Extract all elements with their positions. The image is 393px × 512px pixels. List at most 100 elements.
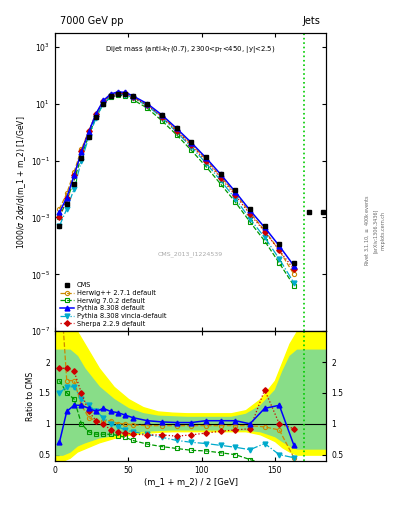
CMS xyxy=(94,114,98,120)
Herwig++ 2.7.1 default xyxy=(145,102,150,108)
Herwig 7.0.2 default xyxy=(108,94,113,100)
Line: CMS: CMS xyxy=(57,92,326,266)
Pythia 8.308 default xyxy=(160,112,164,118)
Pythia 8.308 default xyxy=(64,195,69,201)
CMS xyxy=(218,170,223,177)
Herwig++ 2.7.1 default xyxy=(79,146,84,153)
Sherpa 2.2.9 default xyxy=(57,215,62,221)
Herwig++ 2.7.1 default xyxy=(108,92,113,98)
Herwig 7.0.2 default xyxy=(57,215,62,221)
Herwig++ 2.7.1 default xyxy=(277,247,282,253)
Pythia 8.308 vincia-default xyxy=(57,223,62,229)
CMS xyxy=(262,223,267,229)
Herwig++ 2.7.1 default xyxy=(64,190,69,197)
Herwig++ 2.7.1 default xyxy=(57,206,62,212)
Pythia 8.308 vincia-default xyxy=(86,135,91,141)
Herwig 7.0.2 default xyxy=(123,93,128,99)
Pythia 8.308 vincia-default xyxy=(101,101,106,107)
Pythia 8.308 vincia-default xyxy=(218,178,223,184)
Herwig 7.0.2 default xyxy=(262,238,267,244)
Line: Sherpa 2.2.9 default: Sherpa 2.2.9 default xyxy=(57,91,296,271)
Herwig++ 2.7.1 default xyxy=(189,141,194,147)
Sherpa 2.2.9 default xyxy=(248,211,252,217)
Pythia 8.308 default xyxy=(101,97,106,103)
Line: Pythia 8.308 default: Pythia 8.308 default xyxy=(57,90,296,268)
CMS xyxy=(108,93,113,99)
Herwig 7.0.2 default xyxy=(233,199,238,205)
Pythia 8.308 default xyxy=(123,89,128,95)
Text: [arXiv:1306.3436]: [arXiv:1306.3436] xyxy=(373,208,378,252)
Pythia 8.308 default xyxy=(86,129,91,135)
Text: 7000 GeV pp: 7000 GeV pp xyxy=(61,16,124,26)
Sherpa 2.2.9 default xyxy=(123,91,128,97)
Herwig 7.0.2 default xyxy=(160,118,164,124)
Pythia 8.308 vincia-default xyxy=(94,115,98,121)
Herwig 7.0.2 default xyxy=(101,101,106,107)
Pythia 8.308 default xyxy=(57,209,62,216)
Sherpa 2.2.9 default xyxy=(262,228,267,234)
Legend: CMS, Herwig++ 2.7.1 default, Herwig 7.0.2 default, Pythia 8.308 default, Pythia : CMS, Herwig++ 2.7.1 default, Herwig 7.0.… xyxy=(58,281,168,328)
Pythia 8.308 vincia-default xyxy=(292,280,296,286)
Herwig 7.0.2 default xyxy=(64,197,69,203)
Sherpa 2.2.9 default xyxy=(72,173,76,179)
Pythia 8.308 vincia-default xyxy=(130,95,135,101)
Pythia 8.308 vincia-default xyxy=(204,160,208,166)
CMS xyxy=(204,154,208,160)
Line: Herwig 7.0.2 default: Herwig 7.0.2 default xyxy=(57,93,296,288)
Herwig++ 2.7.1 default xyxy=(174,127,179,133)
CMS xyxy=(79,155,84,161)
Pythia 8.308 default xyxy=(130,93,135,99)
Pythia 8.308 default xyxy=(116,89,120,95)
Sherpa 2.2.9 default xyxy=(64,195,69,201)
Pythia 8.308 vincia-default xyxy=(248,216,252,222)
CMS xyxy=(306,209,311,216)
CMS xyxy=(64,201,69,207)
Herwig++ 2.7.1 default xyxy=(218,173,223,179)
Herwig++ 2.7.1 default xyxy=(130,94,135,100)
CMS xyxy=(86,134,91,140)
Sherpa 2.2.9 default xyxy=(218,175,223,181)
Sherpa 2.2.9 default xyxy=(101,98,106,104)
Pythia 8.308 default xyxy=(292,263,296,269)
Pythia 8.308 vincia-default xyxy=(72,186,76,192)
Herwig 7.0.2 default xyxy=(248,219,252,225)
Pythia 8.308 vincia-default xyxy=(108,93,113,99)
Pythia 8.308 vincia-default xyxy=(160,115,164,121)
CMS xyxy=(123,91,128,97)
Pythia 8.308 default xyxy=(174,125,179,132)
Herwig++ 2.7.1 default xyxy=(116,90,120,96)
CMS xyxy=(174,125,179,131)
Sherpa 2.2.9 default xyxy=(79,148,84,154)
Herwig 7.0.2 default xyxy=(292,283,296,289)
Herwig 7.0.2 default xyxy=(86,133,91,139)
Pythia 8.308 vincia-default xyxy=(233,196,238,202)
Pythia 8.308 vincia-default xyxy=(116,91,120,97)
CMS xyxy=(145,101,150,107)
Herwig 7.0.2 default xyxy=(189,147,194,154)
CMS xyxy=(160,112,164,118)
Sherpa 2.2.9 default xyxy=(189,142,194,148)
Pythia 8.308 default xyxy=(94,111,98,117)
Herwig++ 2.7.1 default xyxy=(101,98,106,104)
Sherpa 2.2.9 default xyxy=(204,158,208,164)
Pythia 8.308 default xyxy=(233,189,238,195)
X-axis label: (m_1 + m_2) / 2 [GeV]: (m_1 + m_2) / 2 [GeV] xyxy=(143,477,238,486)
Pythia 8.308 default xyxy=(189,140,194,146)
Pythia 8.308 vincia-default xyxy=(64,206,69,212)
Sherpa 2.2.9 default xyxy=(108,92,113,98)
CMS xyxy=(72,181,76,187)
Text: mcplots.cern.ch: mcplots.cern.ch xyxy=(381,211,386,250)
CMS xyxy=(189,139,194,145)
Herwig 7.0.2 default xyxy=(204,163,208,169)
Pythia 8.308 default xyxy=(108,91,113,97)
Y-axis label: Ratio to CMS: Ratio to CMS xyxy=(26,372,35,420)
Y-axis label: 1000/$\sigma$ 2d$\sigma$/d(m_1 + m_2) [1/GeV]: 1000/$\sigma$ 2d$\sigma$/d(m_1 + m_2) [1… xyxy=(15,116,28,249)
Herwig 7.0.2 default xyxy=(72,178,76,184)
Pythia 8.308 default xyxy=(79,149,84,155)
Herwig++ 2.7.1 default xyxy=(248,209,252,216)
Line: Pythia 8.308 vincia-default: Pythia 8.308 vincia-default xyxy=(57,92,296,285)
Sherpa 2.2.9 default xyxy=(174,128,179,134)
Text: Dijet mass (anti-k$_\mathregular{T}$(0.7), 2300<p$_\mathregular{T}$<450, |y|<2.5: Dijet mass (anti-k$_\mathregular{T}$(0.7… xyxy=(105,44,276,55)
Herwig++ 2.7.1 default xyxy=(233,190,238,197)
Sherpa 2.2.9 default xyxy=(160,114,164,120)
